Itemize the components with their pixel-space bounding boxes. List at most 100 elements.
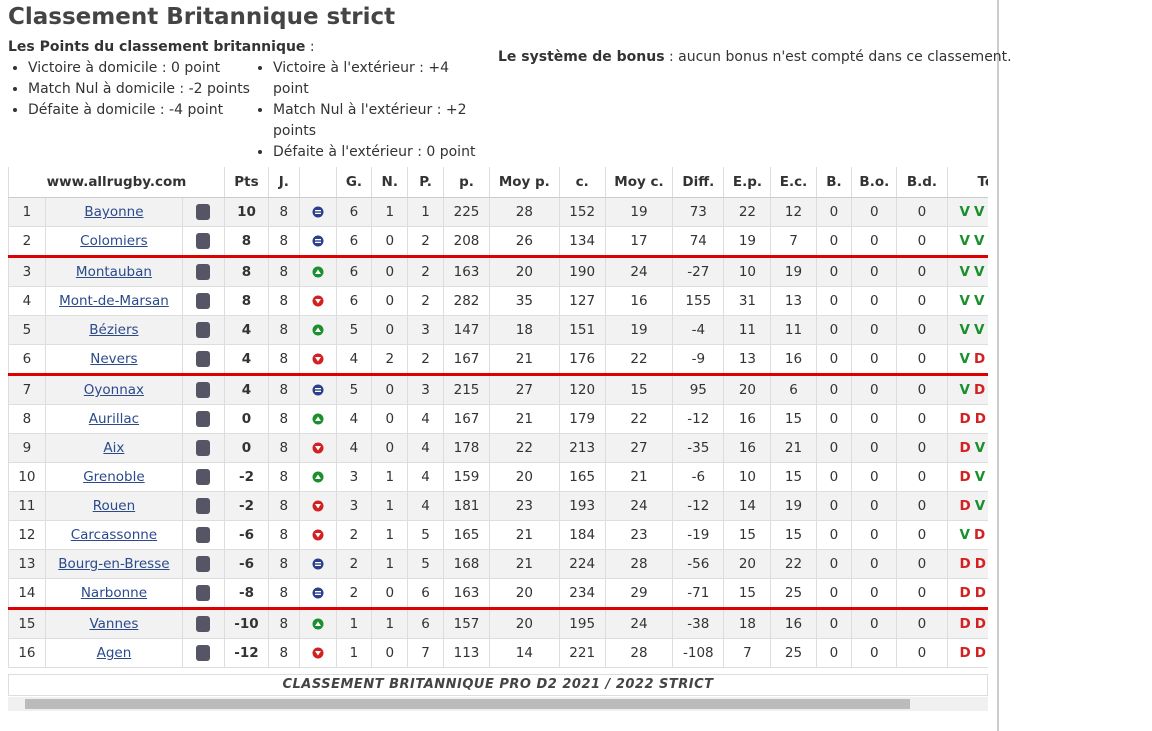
cell: 4 xyxy=(335,433,373,463)
cell: -12 xyxy=(672,491,725,521)
form-cell: VVVV xyxy=(946,226,988,257)
cell: 20 xyxy=(489,578,560,609)
movement-cell xyxy=(298,607,337,639)
cell: 8 xyxy=(267,315,300,345)
team-logo xyxy=(196,411,211,427)
column-header: B.d. xyxy=(896,167,948,198)
form-cell: VDDD xyxy=(946,520,988,550)
cell: 15 xyxy=(723,520,772,550)
cell: 0 xyxy=(223,404,269,434)
cell: 0 xyxy=(896,373,948,405)
team-cell: Aix xyxy=(44,433,184,463)
form-result: D xyxy=(973,527,986,543)
form-result: D xyxy=(959,411,971,427)
cell: 1 xyxy=(371,491,409,521)
team-link[interactable]: Bayonne xyxy=(84,204,144,220)
cell: 1 xyxy=(371,520,409,550)
cell: 24 xyxy=(604,255,674,287)
cell: 12 xyxy=(8,520,46,550)
cell: 120 xyxy=(558,373,606,405)
team-logo xyxy=(196,264,211,280)
form-cell: DDDD xyxy=(946,638,988,668)
cell: 2 xyxy=(335,549,373,579)
movement-cell xyxy=(298,404,337,434)
team-link[interactable]: Carcassonne xyxy=(70,527,158,543)
team-link[interactable]: Grenoble xyxy=(83,469,145,485)
team-cell: Montauban xyxy=(44,255,184,287)
team-link[interactable]: Nevers xyxy=(90,351,138,367)
cell: 19 xyxy=(770,491,817,521)
team-link[interactable]: Montauban xyxy=(75,264,152,280)
cell: 0 xyxy=(815,607,853,639)
team-cell: Nevers xyxy=(44,344,184,375)
form-cell: DVND xyxy=(946,491,988,521)
team-link[interactable]: Bourg-en-Bresse xyxy=(58,556,170,572)
cell: 20 xyxy=(723,549,772,579)
form-result: V xyxy=(973,264,985,280)
cell: 4 xyxy=(223,344,269,375)
cell: 0 xyxy=(815,638,853,668)
cell: 17 xyxy=(604,226,674,257)
form-cell: DVVD xyxy=(946,462,988,492)
team-link[interactable]: Mont-de-Marsan xyxy=(59,293,169,309)
cell: 4 xyxy=(407,404,444,434)
cell: -35 xyxy=(672,433,725,463)
cell: 2 xyxy=(8,226,46,257)
cell: 95 xyxy=(672,373,725,405)
cell: 73 xyxy=(672,197,725,227)
column-header: Moy c. xyxy=(604,167,673,198)
cell: 18 xyxy=(723,607,772,639)
team-link[interactable]: Oyonnax xyxy=(83,382,145,398)
team-link[interactable]: Colomiers xyxy=(80,233,148,249)
team-link[interactable]: Vannes xyxy=(89,616,139,632)
scrollbar[interactable] xyxy=(8,697,988,711)
team-cell: Colomiers xyxy=(44,226,184,257)
cell: -2 xyxy=(223,491,269,521)
cell: 19 xyxy=(604,315,674,345)
cell: 15 xyxy=(604,373,674,405)
cell: 0 xyxy=(851,197,898,227)
team-logo xyxy=(196,616,211,632)
scroll-thumb[interactable] xyxy=(25,699,910,709)
cell: 181 xyxy=(442,491,491,521)
column-header: J. xyxy=(267,167,300,198)
movement-icon xyxy=(312,529,324,541)
cell: 8 xyxy=(267,549,300,579)
cell: 19 xyxy=(723,226,772,257)
cell: 13 xyxy=(8,549,46,579)
cell: 8 xyxy=(267,404,300,434)
movement-cell xyxy=(298,226,337,257)
cell: 1 xyxy=(371,607,409,639)
cell: 10 xyxy=(723,255,772,287)
form-result: V xyxy=(959,233,970,249)
cell: 0 xyxy=(896,638,948,668)
cell: -6 xyxy=(223,520,269,550)
team-link[interactable]: Béziers xyxy=(89,322,139,338)
cell: 0 xyxy=(815,226,853,257)
cell: 18 xyxy=(489,315,560,345)
team-link[interactable]: Agen xyxy=(96,645,132,661)
team-link[interactable]: Rouen xyxy=(92,498,136,514)
cell: 0 xyxy=(371,373,409,405)
form-result: D xyxy=(974,411,986,427)
cell: -56 xyxy=(672,549,725,579)
team-cell: Oyonnax xyxy=(44,373,184,405)
movement-cell xyxy=(298,578,337,609)
rule: Match Nul à l'extérieur : +2 points xyxy=(273,100,488,142)
team-link[interactable]: Aix xyxy=(103,440,125,456)
cell: 15 xyxy=(770,462,817,492)
cell: 4 xyxy=(407,491,444,521)
cell: 5 xyxy=(407,520,444,550)
cell: 8 xyxy=(223,255,269,287)
team-link[interactable]: Aurillac xyxy=(88,411,140,427)
cell: 0 xyxy=(371,404,409,434)
movement-icon xyxy=(312,353,324,365)
cell: 31 xyxy=(723,286,772,316)
cell: 8 xyxy=(8,404,46,434)
column-header: B. xyxy=(815,167,852,198)
team-row: 13 Bourg-en-Bresse -6 8 2 1 5 168 21 224 28 -56 20 22… xyxy=(8,549,988,579)
team-link[interactable]: Narbonne xyxy=(80,585,147,601)
movement-cell xyxy=(298,373,337,405)
cell: 6 xyxy=(407,607,444,639)
